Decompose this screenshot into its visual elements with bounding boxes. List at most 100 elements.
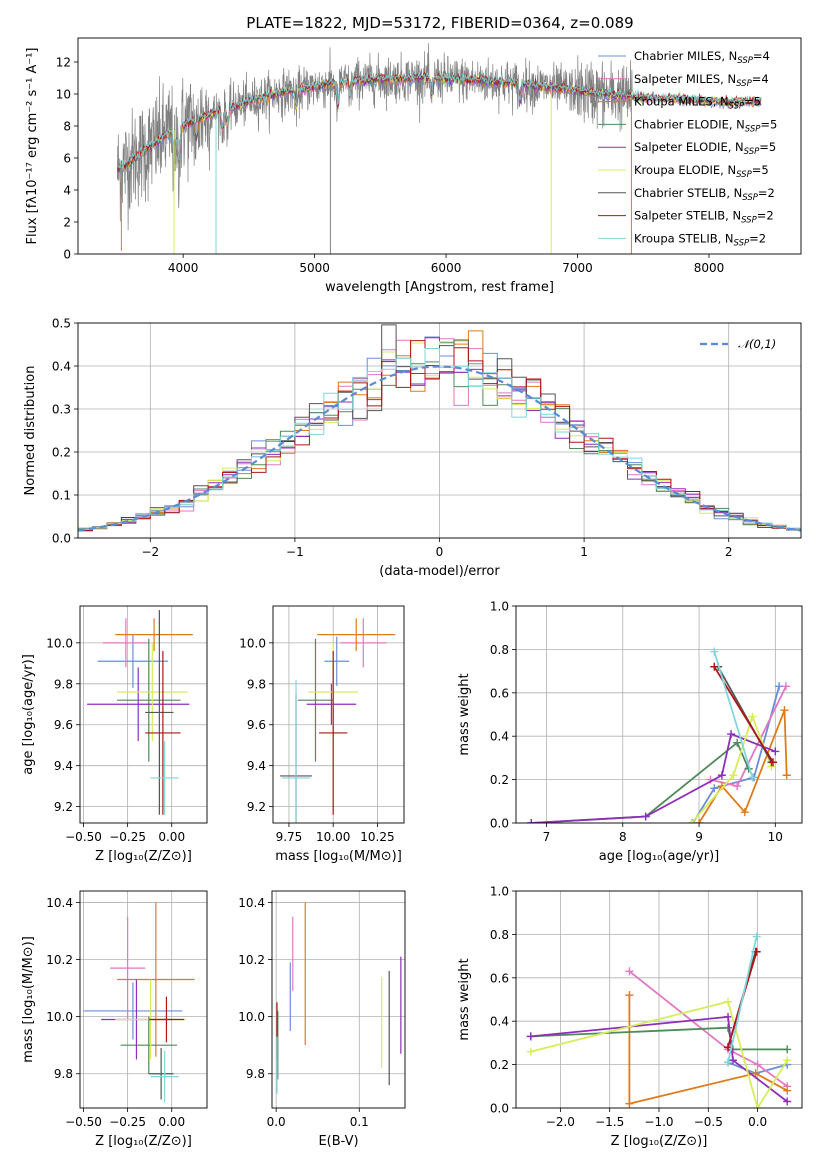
weight-marker xyxy=(526,1047,535,1056)
x-tick-label: 9.75 xyxy=(276,830,303,844)
errorbar-point xyxy=(83,982,183,1040)
weight-marker xyxy=(527,819,536,823)
y-axis-label: mass [log₁₀(M/M⊙)] xyxy=(21,936,36,1063)
weight-marker xyxy=(727,730,736,739)
x-tick-label: 4000 xyxy=(168,261,199,275)
y-tick-label: 10 xyxy=(56,88,71,102)
weight-marker xyxy=(526,1032,535,1041)
legend-suffix: =2 xyxy=(758,186,775,200)
legend-suffix: =5 xyxy=(744,95,761,109)
y-tick-label: 0.2 xyxy=(52,446,71,460)
weight-marker xyxy=(771,747,780,756)
weight-marker xyxy=(783,1097,792,1106)
weight-marker xyxy=(729,771,738,780)
axes-frame xyxy=(271,890,406,1109)
weight-line xyxy=(727,936,758,1063)
weight-marker xyxy=(710,647,719,656)
x-tick-label: 9 xyxy=(695,830,703,844)
errorbar-point xyxy=(87,667,190,742)
y-tick-label: 0.6 xyxy=(490,971,509,985)
x-tick-label: 0 xyxy=(436,545,444,559)
plot-area xyxy=(78,324,801,538)
legend-text: Chabrier ELODIE, N xyxy=(634,117,745,131)
legend-sub: SSP xyxy=(729,102,745,112)
x-axis-label: wavelength [Angstrom, rest frame] xyxy=(325,280,554,295)
errorbar-point xyxy=(145,610,174,815)
x-tick-label: 1 xyxy=(580,545,588,559)
legend-suffix: =2 xyxy=(757,209,774,223)
errorbar-point xyxy=(319,651,348,815)
legend-text: Salpeter STELIB, N xyxy=(634,209,741,223)
legend-sub: SSP xyxy=(734,238,750,248)
panel-age-vs-mass: 9.75 10.00 10.25 9.2 9.4 9.6 9.8 10.0 mass [log₁… xyxy=(239,605,405,864)
y-tick-label: 4 xyxy=(63,184,71,198)
y-tick-label: 0.4 xyxy=(52,360,71,374)
x-axis-label: E(B-V) xyxy=(318,1134,358,1149)
weight-marker xyxy=(752,932,761,941)
gaussian-curve xyxy=(78,365,801,532)
x-axis-label: (data-model)/error xyxy=(379,564,500,579)
plot-area xyxy=(526,932,792,1108)
legend-label: Salpeter STELIB, NSSP=2 xyxy=(634,209,774,226)
errorbar-point xyxy=(97,634,169,688)
weight-marker xyxy=(625,991,634,1000)
y-tick-label: 0.0 xyxy=(490,817,509,831)
y-tick-label: 9.2 xyxy=(54,800,73,814)
plot-area xyxy=(83,902,195,1103)
legend-sub: SSP xyxy=(737,56,753,66)
panel-mass-vs-ebv: 0.0 0.1 9.8 10.0 10.2 10.4 E(B-V) xyxy=(238,890,406,1149)
weight-marker xyxy=(695,819,704,823)
x-tick-label: −2.0 xyxy=(546,1115,575,1129)
x-tick-label: 0.0 xyxy=(267,1115,286,1129)
weight-line xyxy=(713,651,754,778)
errorbar-point xyxy=(117,902,195,1057)
x-axis-label: age [log₁₀(age/yr)] xyxy=(599,849,720,864)
legend-text: Salpeter ELODIE, N xyxy=(634,140,744,154)
x-tick-label: 10 xyxy=(768,830,783,844)
y-tick-label: 10.4 xyxy=(46,896,73,910)
y-tick-label: 10.0 xyxy=(46,636,73,650)
y-axis-label: Normed distribution xyxy=(23,366,38,496)
x-tick-label: 6000 xyxy=(431,261,462,275)
errorbar-point xyxy=(281,679,311,823)
x-tick-label: 0.00 xyxy=(158,830,185,844)
y-tick-label: 9.6 xyxy=(247,718,266,732)
y-tick-label: 1.0 xyxy=(490,885,509,899)
legend-label: Salpeter ELODIE, NSSP=5 xyxy=(634,140,776,157)
weight-line xyxy=(692,686,780,823)
y-tick-label: 10.4 xyxy=(238,896,265,910)
weight-marker xyxy=(724,997,733,1006)
y-tick-label: 6 xyxy=(63,152,71,166)
y-tick-label: 10.0 xyxy=(46,1010,73,1024)
x-tick-label: −1 xyxy=(286,545,304,559)
y-tick-label: 10.0 xyxy=(239,636,266,650)
weight-marker xyxy=(753,1060,762,1069)
y-tick-label: 0.4 xyxy=(490,730,509,744)
y-tick-label: 10.0 xyxy=(238,1010,265,1024)
y-axis-label: mass weight xyxy=(457,958,472,1040)
legend-label: 𝒩(0,1) xyxy=(738,337,776,351)
weight-marker xyxy=(740,808,749,817)
x-tick-label: 5000 xyxy=(299,261,330,275)
weight-marker xyxy=(748,773,757,782)
y-tick-label: 0.5 xyxy=(52,317,71,331)
errorbar-point xyxy=(340,618,387,668)
y-tick-label: 0.2 xyxy=(490,1058,509,1072)
panel-mass-vs-z: −0.50 −0.25 0.00 9.8 10.0 10.2 10.4 Z [log₁₀(Z/… xyxy=(21,890,208,1149)
y-tick-label: 9.2 xyxy=(247,800,266,814)
weight-marker xyxy=(728,1056,737,1065)
panel-weight-vs-age: 7 8 9 10 0.0 0.2 0.4 0.6 0.8 1.0 age [log₁₀(age/yr… xyxy=(457,600,803,864)
y-tick-label: 0.0 xyxy=(490,1102,509,1116)
y-tick-label: 9.4 xyxy=(54,759,73,773)
legend-sub: SSP xyxy=(742,193,758,203)
errorbar-point xyxy=(306,683,357,725)
plot-area xyxy=(276,902,402,1094)
histogram-kroupa-stelib xyxy=(78,348,801,538)
weight-line xyxy=(530,1000,788,1108)
x-tick-label: 10.25 xyxy=(360,830,394,844)
weight-marker xyxy=(781,682,790,691)
weight-marker xyxy=(775,682,784,691)
legend-label: Salpeter MILES, NSSP=4 xyxy=(634,72,769,89)
model-spectrum xyxy=(117,71,762,172)
y-tick-label: 1.0 xyxy=(490,600,509,614)
